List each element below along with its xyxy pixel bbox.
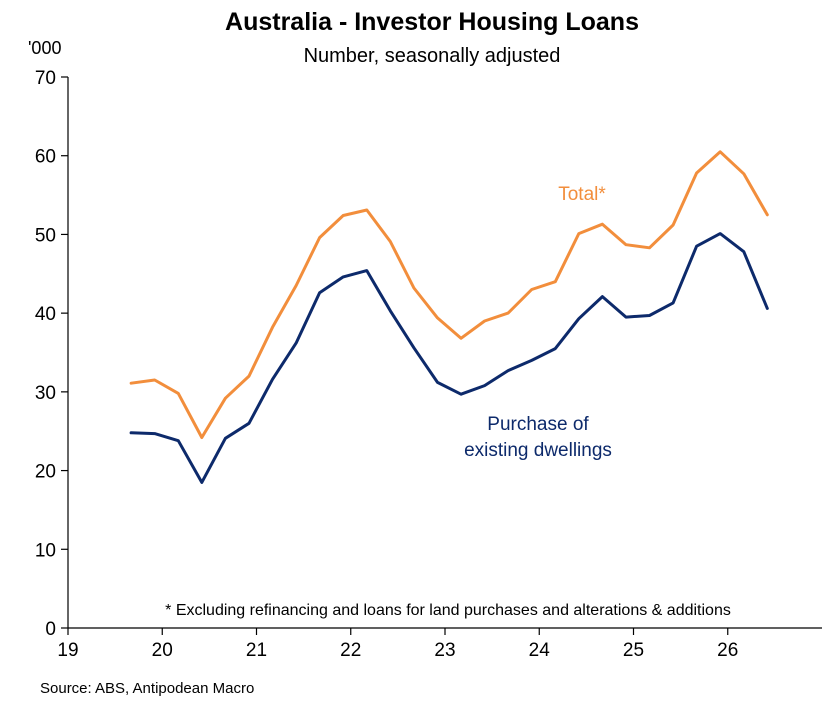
- x-tick-label: 21: [246, 640, 267, 661]
- series-label-purchase-existing: Purchase of: [487, 414, 589, 435]
- x-tick-label: 23: [434, 640, 455, 661]
- source-note: Source: ABS, Antipodean Macro: [40, 680, 254, 697]
- x-axis: 19 20 21 22 23 24 25 26: [57, 627, 822, 661]
- y-tick-label: 0: [45, 619, 56, 640]
- x-tick-label: 25: [623, 640, 644, 661]
- y-tick-label: 60: [35, 147, 56, 168]
- series-label-total: Total*: [558, 184, 606, 205]
- series-lines: [129, 150, 769, 484]
- chart-title: Australia - Investor Housing Loans: [225, 8, 639, 36]
- y-tick-label: 40: [35, 304, 56, 325]
- y-tick-label: 70: [35, 68, 56, 89]
- x-tick-label: 19: [57, 640, 78, 661]
- y-tick-label: 50: [35, 225, 56, 246]
- y-tick-label: 20: [35, 462, 56, 483]
- x-tick-label: 26: [717, 640, 738, 661]
- y-tick-label: 30: [35, 383, 56, 404]
- series-label-purchase-existing: existing dwellings: [464, 440, 612, 461]
- series-labels: Total* Purchase of existing dwellings: [464, 184, 612, 461]
- x-tick-label: 20: [152, 640, 173, 661]
- series-line-total: [129, 150, 769, 439]
- y-axis-unit: '000: [28, 38, 61, 58]
- footnote: * Excluding refinancing and loans for la…: [165, 602, 731, 619]
- x-tick-label: 24: [529, 640, 551, 661]
- series-line-purchase-existing: [129, 232, 769, 484]
- y-tick-label: 10: [35, 540, 56, 561]
- chart-subtitle: Number, seasonally adjusted: [304, 45, 561, 67]
- y-axis: 0 10 20 30 40 50 60 70: [35, 68, 69, 640]
- x-tick-label: 22: [340, 640, 361, 661]
